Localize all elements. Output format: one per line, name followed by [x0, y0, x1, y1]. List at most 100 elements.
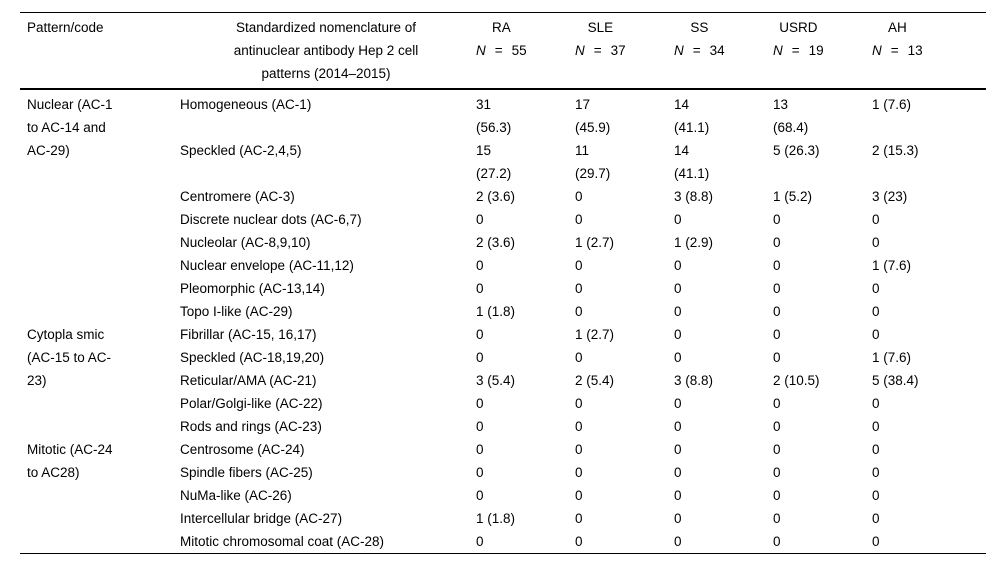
pattern-cell: Mitotic chromosomal coat (AC-28)	[180, 534, 385, 549]
table-row: Speckled (AC-18,19,20) 0 0 0 0 1 (7.6)	[20, 346, 986, 369]
table-row: Cytopla smic (AC-15 to AC- 23) Fibrillar…	[20, 323, 986, 388]
value-cell: 0	[872, 396, 880, 411]
group-label: AH	[887, 20, 907, 35]
value-cell: 0	[674, 327, 682, 342]
pattern-cell: Centrosome (AC-24)	[180, 442, 305, 457]
value-cell: 1 (5.2)	[773, 189, 813, 204]
value-cell: 0	[575, 258, 583, 273]
pattern-cell: Topo I-like (AC-29)	[180, 304, 293, 319]
value-cell: 0	[476, 534, 484, 549]
value-cell: 0	[773, 304, 781, 319]
value-cell: 0	[872, 212, 880, 227]
group-label: RA	[491, 20, 511, 35]
value-cell: 3 (5.4)	[476, 373, 516, 388]
value-cell: 31 (56.3)	[476, 97, 512, 135]
value-cell: 0	[575, 511, 583, 526]
table-sheet: Pattern/code Standardized nomenclature o…	[20, 12, 986, 554]
value-cell: 0	[872, 442, 880, 457]
value-cell: 5 (26.3)	[773, 143, 820, 158]
value-cell: 0	[674, 212, 682, 227]
value-cell: 1 (1.8)	[476, 304, 516, 319]
value-cell: 0	[872, 304, 880, 319]
table-row: Speckled (AC-2,4,5) 15 (27.2) 11 (29.7) …	[20, 139, 986, 185]
value-cell: 0	[575, 465, 583, 480]
value-cell: 0	[674, 442, 682, 457]
value-cell: 0	[476, 465, 484, 480]
value-cell: 15 (27.2)	[476, 143, 512, 181]
value-cell: 0	[674, 396, 682, 411]
value-cell: 0	[773, 212, 781, 227]
table-row: Nucleolar (AC-8,9,10) 2 (3.6) 1 (2.7) 1 …	[20, 231, 986, 254]
value-cell: 0	[575, 189, 583, 204]
value-cell: 0	[476, 350, 484, 365]
n-symbol: N	[674, 43, 684, 58]
value-cell: 0	[674, 350, 682, 365]
value-cell: 0	[575, 281, 583, 296]
column-header-ra: RA N = 55	[476, 12, 575, 90]
pattern-cell: Polar/Golgi-like (AC-22)	[180, 396, 323, 411]
group-label: SS	[690, 20, 709, 35]
pattern-cell: Speckled (AC-18,19,20)	[180, 350, 325, 365]
n-value: 13	[907, 43, 923, 58]
table-row: Nuclear envelope (AC-11,12) 0 0 0 0 1 (7…	[20, 254, 986, 277]
n-value: 19	[808, 43, 824, 58]
value-cell: 0	[476, 212, 484, 227]
value-cell: 0	[575, 419, 583, 434]
value-cell: 0	[872, 511, 880, 526]
value-cell: 0	[674, 534, 682, 549]
value-cell: 17 (45.9)	[575, 97, 611, 135]
value-cell: 0	[674, 258, 682, 273]
equals-sign: =	[494, 43, 503, 58]
value-cell: 2 (3.6)	[476, 235, 516, 250]
value-cell: 0	[872, 419, 880, 434]
column-header-nomenclature: Standardized nomenclature of antinuclear…	[180, 12, 476, 90]
group-label: SLE	[587, 20, 614, 35]
column-header-pattern-code: Pattern/code	[20, 12, 180, 90]
table-row: Polar/Golgi-like (AC-22) 0 0 0 0 0	[20, 392, 986, 415]
value-cell: 0	[773, 258, 781, 273]
value-cell: 0	[872, 281, 880, 296]
n-symbol: N	[872, 43, 882, 58]
column-header-ah: AH N = 13	[872, 12, 986, 90]
value-cell: 1 (2.7)	[575, 235, 615, 250]
value-cell: 0	[476, 419, 484, 434]
value-cell: 0	[674, 511, 682, 526]
pattern-cell: Spindle fibers (AC-25)	[180, 465, 313, 480]
value-cell: 0	[773, 350, 781, 365]
sample-size: N = 37	[575, 39, 626, 62]
value-cell: 1 (2.9)	[674, 235, 714, 250]
group-cell-nuclear: Nuclear (AC-1 to AC-14 and AC-29)	[27, 97, 113, 158]
pattern-cell: Nuclear envelope (AC-11,12)	[180, 258, 354, 273]
value-cell: 0	[575, 534, 583, 549]
value-cell: 0	[575, 396, 583, 411]
value-cell: 0	[773, 327, 781, 342]
group-cell-mitotic: Mitotic (AC-24 to AC28)	[27, 442, 113, 480]
value-cell: 1 (7.6)	[872, 258, 912, 273]
group-label: USRD	[779, 20, 818, 35]
value-cell: 0	[575, 212, 583, 227]
pattern-cell: Nucleolar (AC-8,9,10)	[180, 235, 311, 250]
value-cell: 2 (15.3)	[872, 143, 919, 158]
equals-sign: =	[791, 43, 800, 58]
value-cell: 3 (23)	[872, 189, 908, 204]
pattern-cell: NuMa-like (AC-26)	[180, 488, 292, 503]
sample-size: N = 13	[872, 39, 923, 62]
pattern-cell: Rods and rings (AC-23)	[180, 419, 322, 434]
group-cell-cytoplasmic: Cytopla smic (AC-15 to AC- 23)	[27, 327, 112, 388]
sample-size: N = 55	[476, 39, 527, 62]
sample-size: N = 34	[674, 39, 725, 62]
value-cell: 1 (7.6)	[872, 350, 912, 365]
value-cell: 0	[674, 281, 682, 296]
value-cell: 0	[674, 419, 682, 434]
value-cell: 0	[674, 488, 682, 503]
table-row: Reticular/AMA (AC-21) 3 (5.4) 2 (5.4) 3 …	[20, 369, 986, 392]
pattern-cell: Fibrillar (AC-15, 16,17)	[180, 327, 317, 342]
table-row: Intercellular bridge (AC-27) 1 (1.8) 0 0…	[20, 507, 986, 530]
n-value: 37	[610, 43, 626, 58]
value-cell: 0	[872, 235, 880, 250]
table-row: Spindle fibers (AC-25) 0 0 0 0 0	[20, 461, 986, 484]
value-cell: 0	[575, 350, 583, 365]
value-cell: 0	[773, 235, 781, 250]
value-cell: 2 (5.4)	[575, 373, 615, 388]
pattern-cell: Homogeneous (AC-1)	[180, 97, 312, 112]
